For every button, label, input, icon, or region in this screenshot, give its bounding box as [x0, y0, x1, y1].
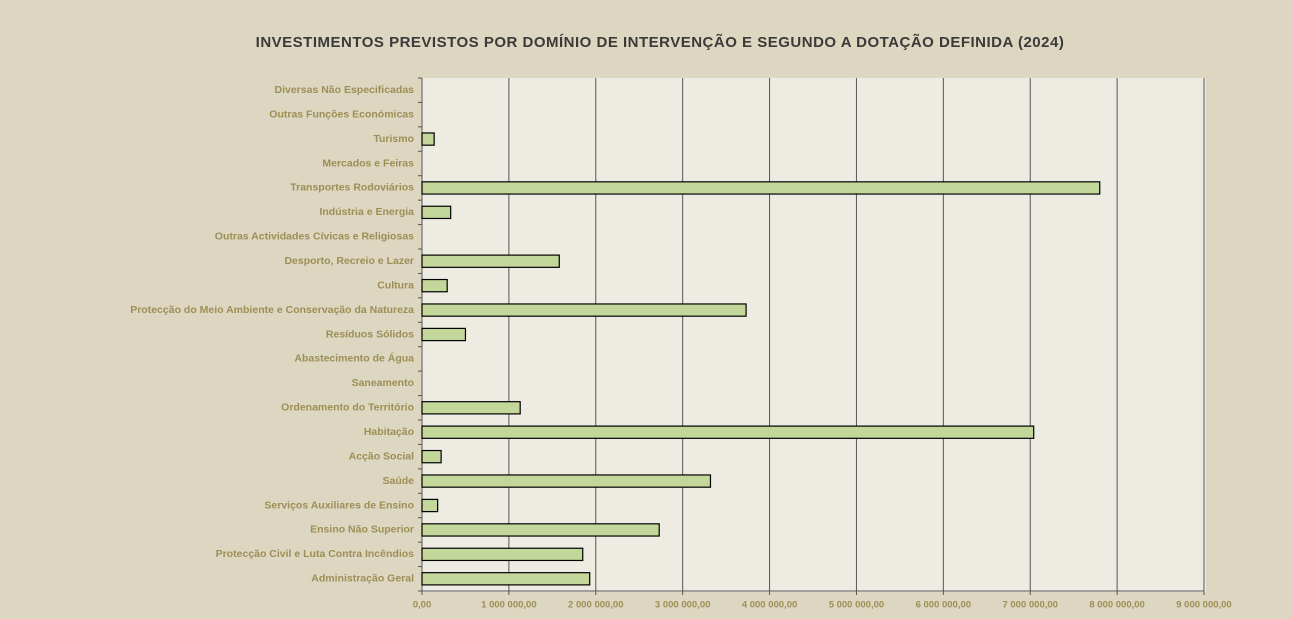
chart-title: INVESTIMENTOS PREVISTOS POR DOMÍNIO DE I… [256, 33, 1065, 51]
y-tick-label: Cultura [377, 279, 414, 291]
y-tick-label: Saúde [382, 475, 414, 487]
x-tick-label: 2 000 000,00 [568, 600, 623, 611]
bar [421, 474, 712, 488]
bar [421, 449, 442, 464]
plot-area [422, 78, 1206, 592]
x-tick-label: 8 000 000,00 [1089, 600, 1144, 611]
y-tick-label: Turismo [373, 133, 414, 145]
bar [421, 498, 439, 513]
y-tick-label: Indústria e Energia [319, 206, 414, 218]
bar [421, 205, 452, 220]
bar [421, 254, 560, 268]
x-tick-label: 7 000 000,00 [1002, 600, 1057, 611]
x-tick-label: 0,00 [413, 600, 432, 611]
x-tick-label: 5 000 000,00 [829, 600, 884, 611]
y-tick-label: Transportes Rodoviários [290, 182, 414, 194]
bar [421, 181, 1101, 195]
y-tick-label: Resíduos Sólidos [326, 328, 414, 340]
y-tick-label: Administração Geral [311, 573, 414, 585]
bar [421, 425, 1035, 439]
x-tick-label: 3 000 000,00 [655, 600, 710, 611]
y-tick-label: Ensino Não Superior [310, 524, 414, 536]
y-tick-label: Protecção Civil e Luta Contra Incêndios [216, 548, 415, 560]
y-tick-label: Ordenamento do Território [281, 402, 414, 414]
bar [421, 401, 521, 415]
y-tick-label: Diversas Não Especificadas [275, 84, 415, 96]
x-tick-label: 6 000 000,00 [916, 600, 971, 611]
y-tick-label: Mercados e Feiras [322, 157, 414, 169]
bar [421, 547, 584, 562]
y-tick-label: Outras Actividades Cívicas e Religiosas [215, 231, 414, 243]
bar [421, 303, 747, 317]
bar [421, 572, 591, 586]
y-tick-label: Outras Funções Económicas [269, 108, 414, 120]
bar [421, 132, 435, 146]
bar [421, 523, 660, 537]
x-tick-label: 4 000 000,00 [742, 600, 797, 611]
y-tick-label: Saneamento [352, 377, 414, 389]
x-tick-label: 1 000 000,00 [481, 600, 536, 611]
y-tick-label: Serviços Auxiliares de Ensino [264, 499, 414, 511]
bar [421, 278, 448, 293]
y-tick-label: Abastecimento de Água [294, 352, 414, 365]
y-tick-label: Habitação [364, 426, 414, 438]
bar [421, 327, 467, 342]
x-tick-label: 9 000 000,00 [1176, 600, 1231, 611]
y-tick-label: Acção Social [349, 450, 414, 462]
y-tick-label: Desporto, Recreio e Lazer [284, 255, 414, 267]
y-tick-label: Protecção do Meio Ambiente e Conservação… [130, 304, 414, 316]
